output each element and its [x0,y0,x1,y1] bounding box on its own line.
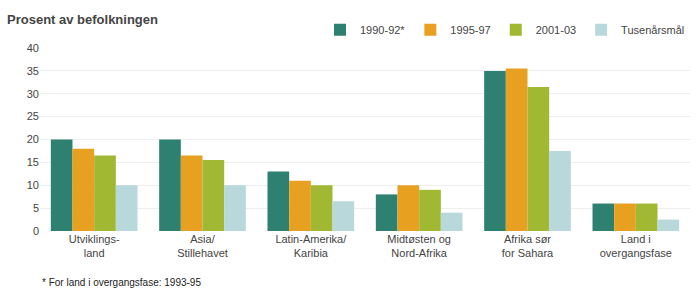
svg-text:20: 20 [27,133,39,145]
svg-text:Utviklings-land: Utviklings-land [69,233,120,259]
svg-text:15: 15 [27,156,39,168]
svg-text:25: 25 [27,110,39,122]
svg-text:Latin-Amerika/Karibia: Latin-Amerika/Karibia [275,233,347,259]
svg-text:2001-03: 2001-03 [536,24,576,36]
svg-text:Tusenårsmål: Tusenårsmål [621,24,684,36]
svg-text:35: 35 [27,65,39,77]
svg-text:30: 30 [27,88,39,100]
svg-text:Land iovergangsfase: Land iovergangsfase [600,233,672,259]
svg-text:0: 0 [33,225,39,237]
svg-text:10: 10 [27,179,39,191]
svg-text:Midtøsten ogNord-Afrika: Midtøsten ogNord-Afrika [387,233,451,259]
svg-text:40: 40 [27,42,39,54]
svg-text:Afrika sørfor Sahara: Afrika sørfor Sahara [502,233,554,259]
svg-text:Asia/Stillehavet: Asia/Stillehavet [177,233,228,259]
svg-text:Prosent av befolkningen: Prosent av befolkningen [7,12,158,27]
svg-text:1995-97: 1995-97 [450,24,490,36]
svg-text:1990-92*: 1990-92* [360,24,405,36]
svg-text:* For land i overgangsfase: 19: * For land i overgangsfase: 1993-95 [42,277,201,288]
svg-text:5: 5 [33,202,39,214]
